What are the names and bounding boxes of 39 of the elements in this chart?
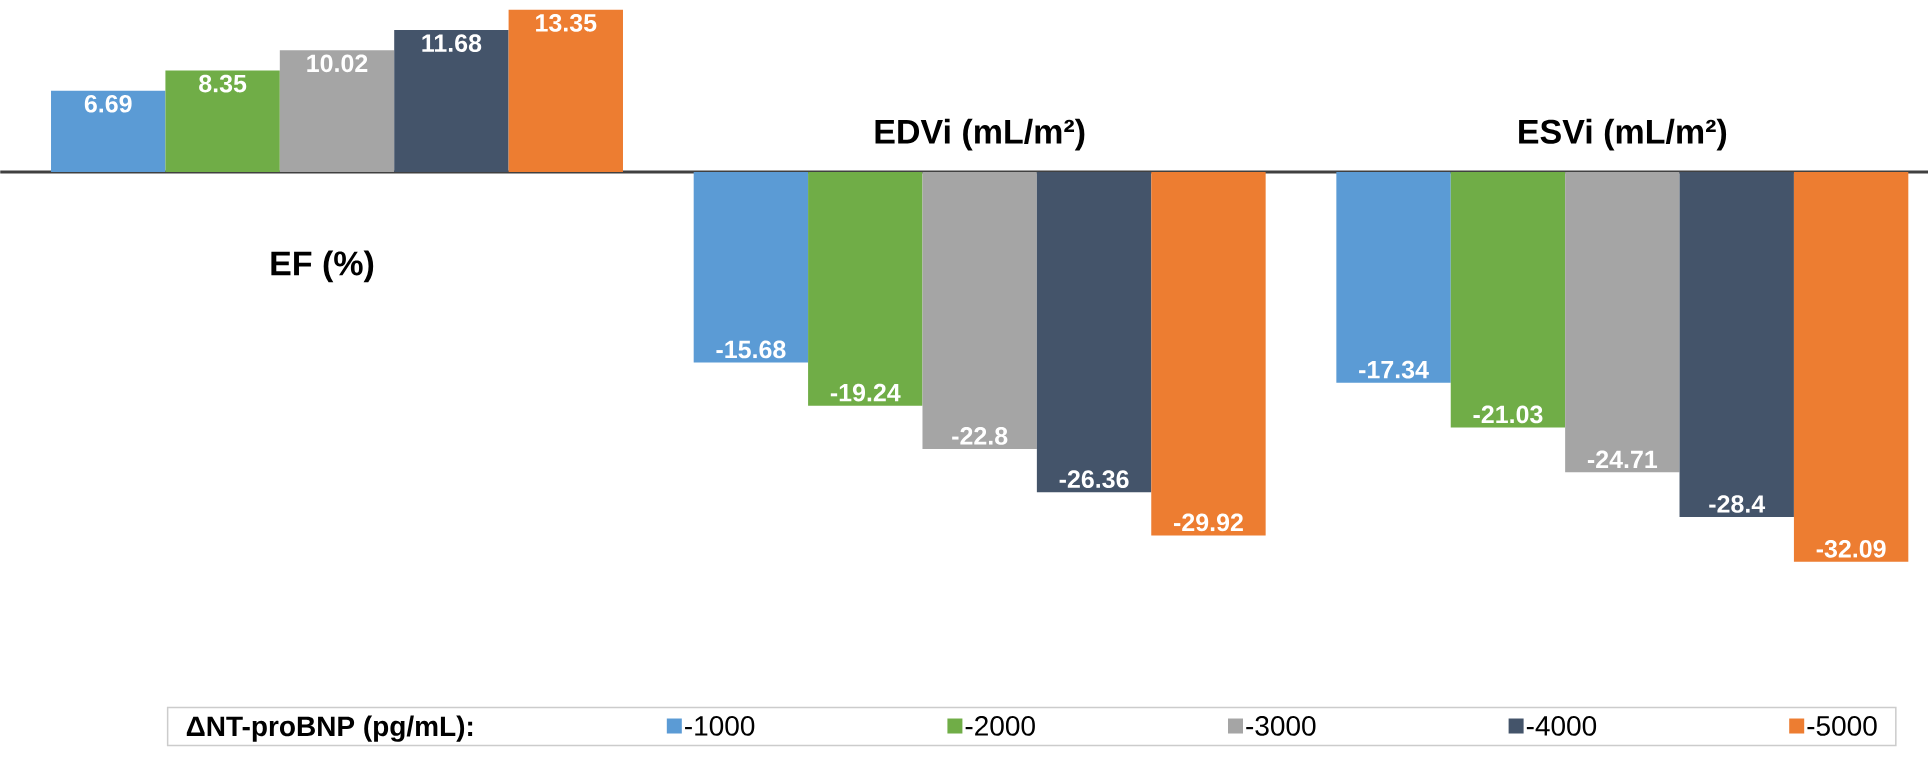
legend-label: -2000 — [965, 715, 1035, 736]
data-label: -15.68 — [716, 340, 786, 359]
data-label: 8.35 — [199, 74, 247, 93]
bar — [1151, 172, 1266, 536]
bar — [165, 70, 280, 172]
bar — [279, 50, 395, 172]
bar — [808, 172, 923, 406]
data-label: -19.24 — [830, 383, 901, 402]
data-label: -22.8 — [952, 427, 1008, 445]
bar — [1450, 172, 1566, 428]
bar — [1336, 172, 1451, 383]
data-label: -24.71 — [1587, 450, 1658, 469]
bar — [1565, 172, 1680, 473]
x-tick-label: EF (%) — [271, 250, 374, 283]
bar — [508, 9, 623, 172]
legend-label: -3000 — [1246, 715, 1316, 736]
legend-label: -4000 — [1526, 715, 1597, 736]
bar — [51, 90, 166, 172]
x-tick-label: EDVi (mL/m²) — [875, 118, 1085, 151]
data-label: 10.02 — [307, 54, 368, 73]
data-label: 13.35 — [536, 14, 597, 32]
data-label: -29.92 — [1174, 513, 1243, 532]
bar — [394, 30, 509, 172]
bar — [693, 172, 809, 363]
data-label: -17.34 — [1359, 360, 1429, 379]
data-label: 6.69 — [84, 94, 132, 113]
data-label: -28.4 — [1709, 495, 1766, 513]
x-tick-label: ESVi (mL/m²) — [1519, 118, 1727, 151]
data-label: -21.03 — [1473, 405, 1543, 424]
data-label: -26.36 — [1059, 470, 1129, 489]
legend-label: -1000 — [685, 715, 755, 736]
bar — [1679, 172, 1794, 518]
legend-label: -5000 — [1807, 715, 1877, 736]
data-label: -32.09 — [1816, 539, 1886, 558]
bar — [1036, 172, 1152, 493]
bar — [1793, 172, 1909, 562]
legend-title: ΔNT-proBNP (pg/mL): — [186, 715, 473, 742]
bar — [922, 172, 1037, 449]
data-label: 11.68 — [422, 34, 482, 52]
